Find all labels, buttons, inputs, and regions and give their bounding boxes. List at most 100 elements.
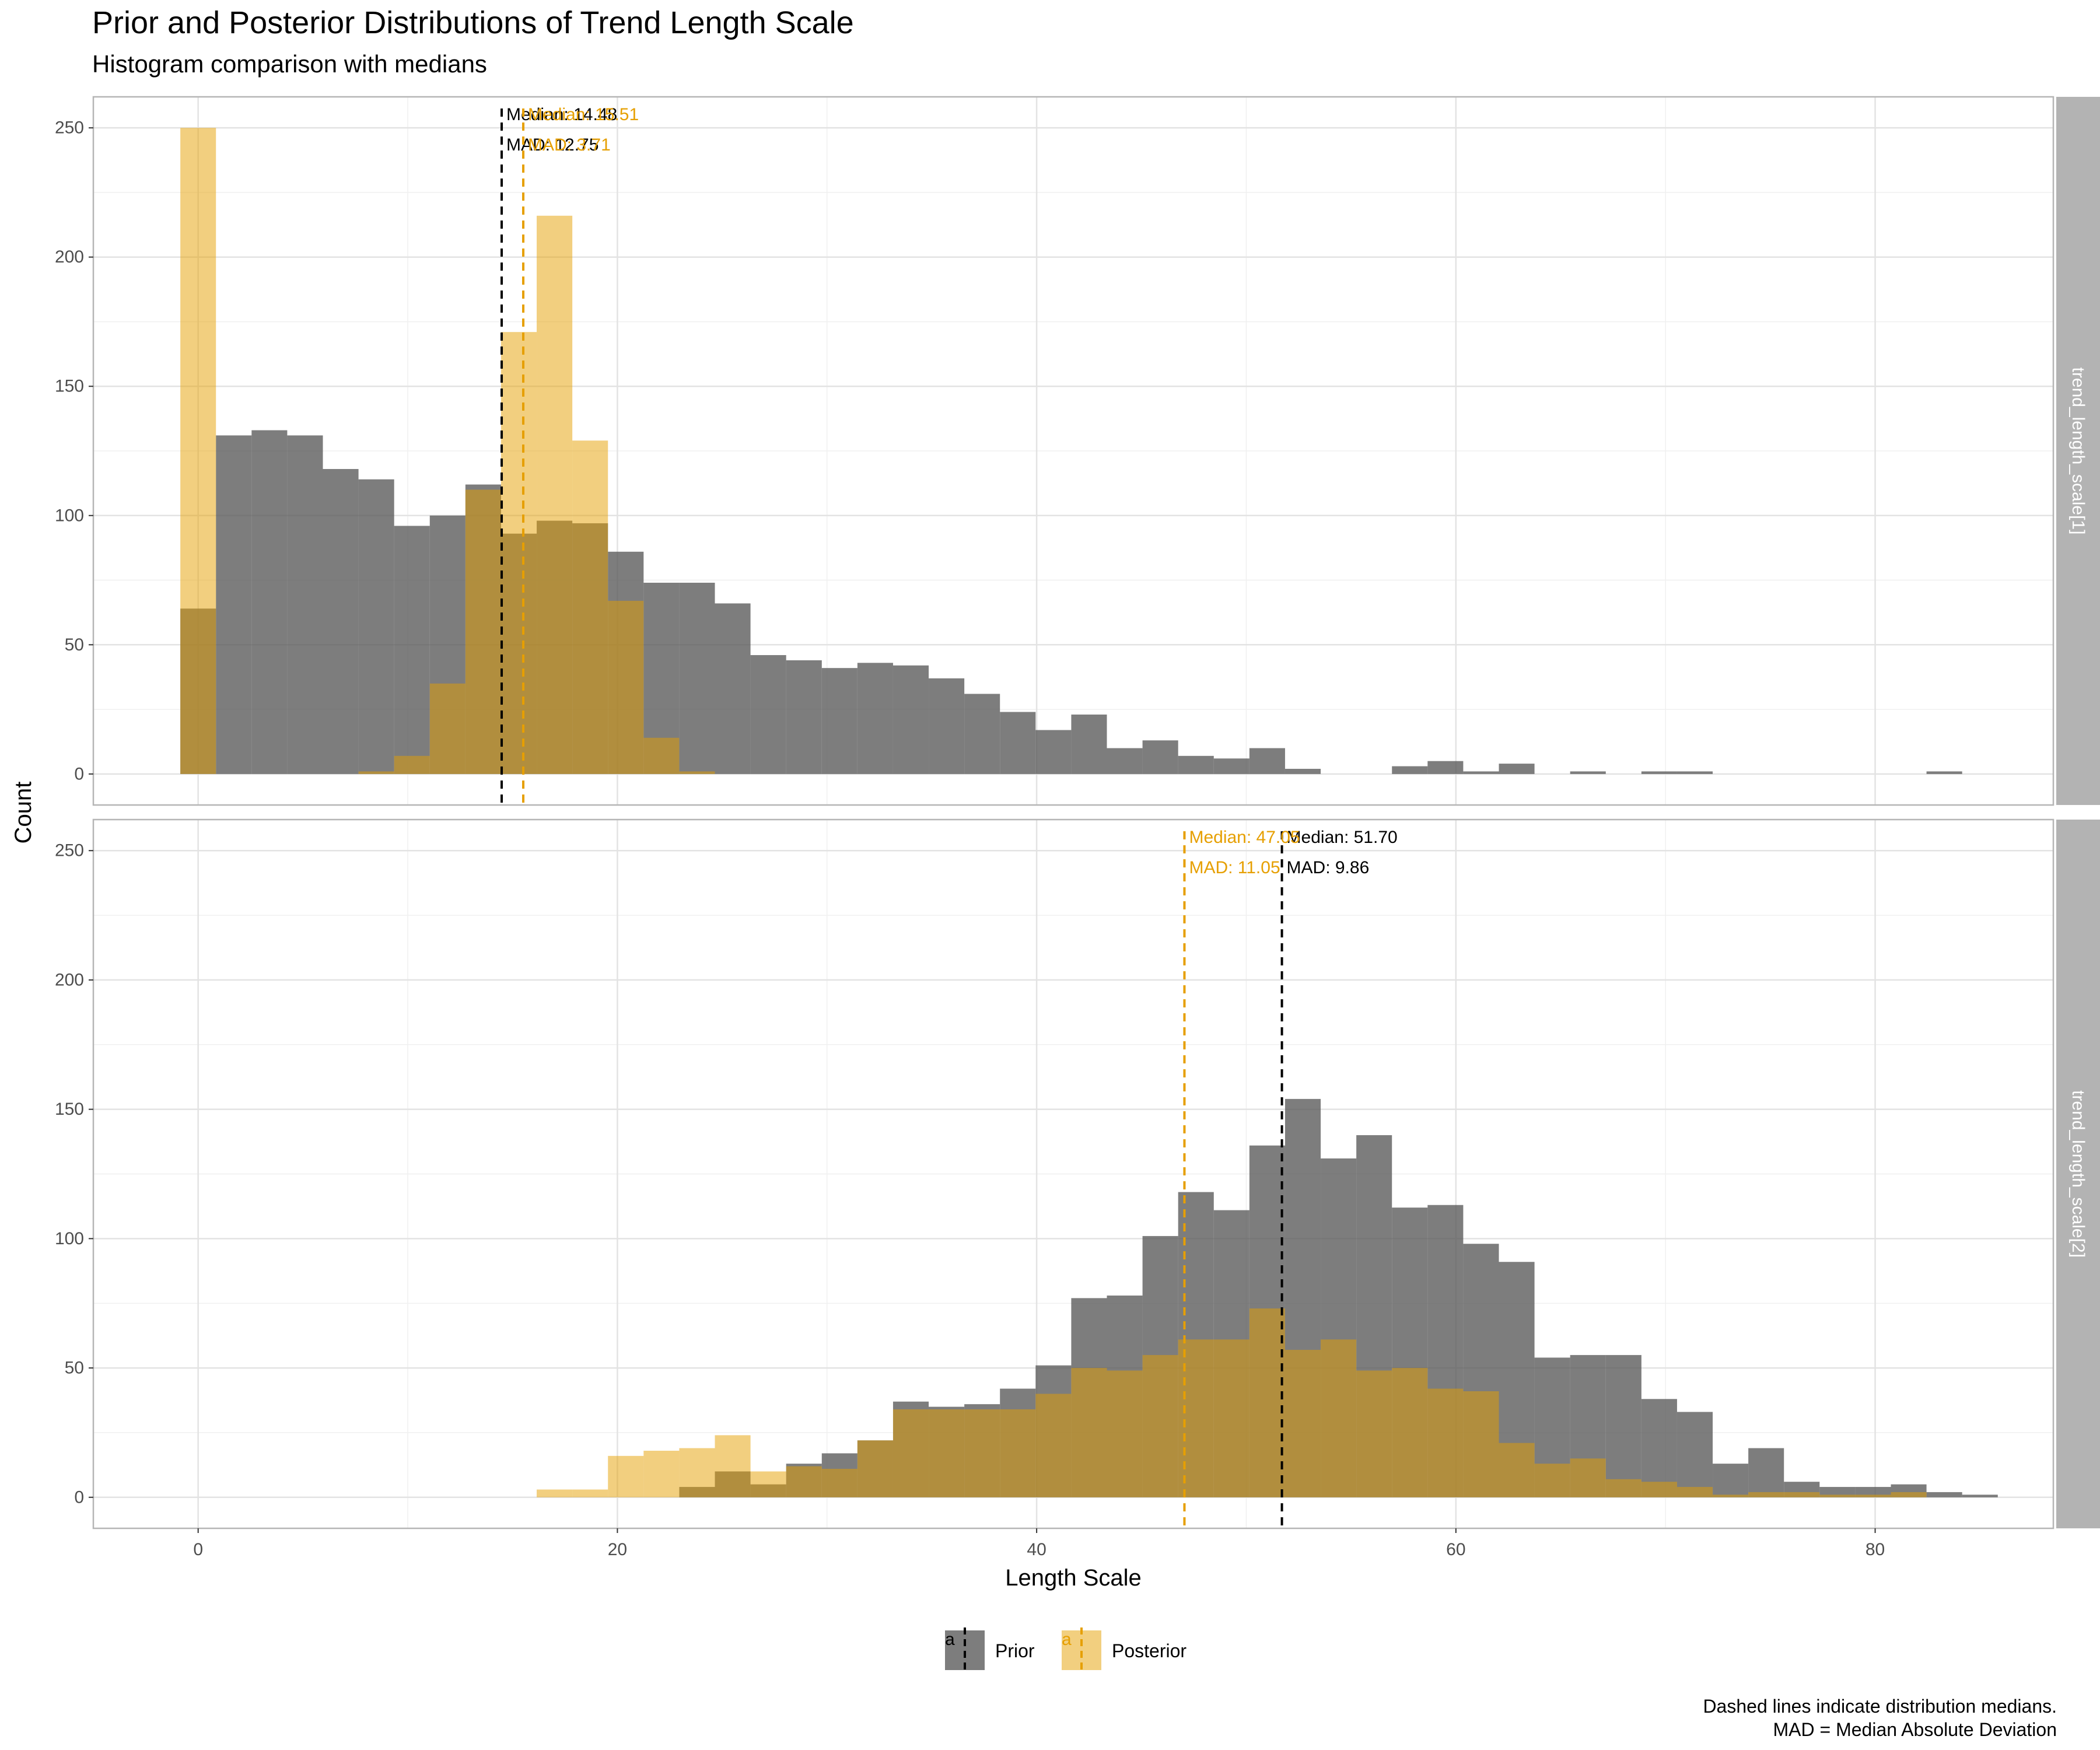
bar-posterior: [1570, 1458, 1606, 1497]
facet-strip-label: trend_length_scale[2]: [2068, 1090, 2088, 1258]
x-tick-label: 0: [193, 1540, 203, 1559]
bar-posterior: [1891, 1492, 1927, 1497]
median-label-posterior: Median: 15.51: [528, 105, 639, 124]
bar-posterior: [429, 683, 466, 774]
bar-prior: [1926, 1492, 1962, 1497]
bar-prior: [1071, 714, 1107, 774]
bar-posterior: [537, 1489, 573, 1497]
bar-posterior: [394, 755, 430, 774]
legend-key-glyph: a: [945, 1630, 955, 1649]
facet-strip: [2056, 97, 2100, 805]
bar-prior: [1284, 768, 1321, 774]
y-tick-label: 0: [74, 1488, 84, 1507]
facet-strip: [2056, 820, 2100, 1528]
bar-prior: [679, 582, 715, 774]
bar-prior: [1570, 771, 1606, 774]
caption-line-2: MAD = Median Absolute Deviation: [1773, 1719, 2057, 1740]
y-axis-title: Count: [10, 782, 36, 844]
bar-prior: [892, 665, 929, 774]
bar-posterior: [679, 1448, 715, 1497]
bar-prior: [1748, 1448, 1784, 1497]
bar-prior: [821, 668, 858, 774]
bar-prior: [1641, 771, 1677, 774]
bar-prior: [251, 430, 288, 774]
bar-prior: [1962, 1494, 1998, 1497]
bar-prior: [1676, 771, 1713, 774]
bar-prior: [1499, 764, 1535, 774]
bar-prior: [750, 655, 786, 774]
panel-border: [92, 818, 2054, 1530]
bar-posterior: [929, 1409, 965, 1497]
y-tick-label: 50: [65, 635, 84, 654]
bar-prior: [287, 435, 323, 774]
bar-prior: [1713, 1464, 1749, 1497]
bar-posterior: [1213, 1339, 1250, 1497]
bar-posterior: [572, 1489, 608, 1497]
bar-prior: [323, 469, 359, 774]
median-label-prior: Median: 14.48: [506, 105, 617, 124]
y-tick-label: 150: [55, 1100, 84, 1119]
y-tick-label: 200: [55, 970, 84, 989]
bar-posterior: [608, 1455, 644, 1497]
bar-prior: [929, 678, 965, 774]
bar-posterior: [1641, 1482, 1677, 1497]
bar-posterior: [1499, 1443, 1535, 1497]
bar-posterior: [608, 600, 644, 774]
bar-prior: [1392, 766, 1428, 774]
bar-posterior: [1035, 1394, 1072, 1497]
bar-prior: [1427, 761, 1464, 774]
bar-prior: [857, 663, 893, 774]
y-tick-label: 100: [55, 1229, 84, 1248]
facet-strip-label: trend_length_scale[1]: [2068, 368, 2088, 535]
y-tick-label: 250: [55, 118, 84, 138]
bar-prior: [1142, 740, 1178, 774]
bar-posterior: [501, 332, 537, 774]
bar-prior: [1213, 758, 1250, 774]
bar-posterior: [1000, 1409, 1036, 1497]
bar-prior: [1000, 712, 1036, 774]
bar-prior: [1035, 730, 1072, 774]
y-tick-label: 200: [55, 247, 84, 267]
caption-line-1: Dashed lines indicate distribution media…: [1703, 1696, 2057, 1717]
median-label-prior: Median: 51.70: [1287, 828, 1398, 847]
bar-posterior: [1605, 1479, 1642, 1497]
panel-border: [92, 96, 2054, 806]
y-tick-label: 100: [55, 506, 84, 525]
chart-caption: Dashed lines indicate distribution media…: [1703, 1695, 2057, 1741]
bar-posterior: [750, 1471, 786, 1497]
x-axis-title: Length Scale: [1005, 1565, 1142, 1591]
y-tick-label: 250: [55, 841, 84, 860]
bar-prior: [1641, 1399, 1677, 1497]
panel-1: Median: 14.48 MAD: 12.75 Median: 15.51 MAD:…: [55, 96, 2100, 806]
x-tick-label: 20: [608, 1540, 627, 1559]
bar-posterior: [1534, 1464, 1570, 1497]
bar-posterior: [1463, 1391, 1499, 1497]
bar-posterior: [1784, 1492, 1820, 1497]
bar-posterior: [1676, 1487, 1713, 1497]
bar-prior: [394, 526, 430, 774]
bar-prior: [216, 435, 252, 774]
bar-posterior: [892, 1409, 929, 1497]
bar-posterior: [1855, 1494, 1891, 1497]
bar-posterior: [465, 489, 501, 774]
bar-prior: [1178, 755, 1214, 774]
bar-posterior: [572, 440, 608, 774]
bar-posterior: [857, 1440, 893, 1497]
legend-label: Prior: [995, 1640, 1035, 1661]
bar-posterior: [180, 128, 216, 774]
series-posterior: [537, 1308, 1927, 1497]
bar-posterior: [643, 1450, 680, 1497]
bar-posterior: [1142, 1354, 1178, 1497]
bar-posterior: [1178, 1339, 1214, 1497]
chart-subtitle: Histogram comparison with medians: [92, 50, 487, 78]
bar-posterior: [1284, 1350, 1321, 1497]
chart-title: Prior and Posterior Distributions of Tre…: [92, 5, 854, 40]
bar-posterior: [1392, 1368, 1428, 1497]
bar-posterior: [1107, 1370, 1143, 1497]
bar-posterior: [715, 1435, 751, 1497]
mad-label-posterior: MAD: 3.71: [528, 135, 611, 155]
mad-label-posterior: MAD: 11.05: [1189, 858, 1280, 877]
y-tick-label: 50: [65, 1359, 84, 1378]
series-posterior: [180, 128, 715, 774]
bar-posterior: [1748, 1492, 1784, 1497]
